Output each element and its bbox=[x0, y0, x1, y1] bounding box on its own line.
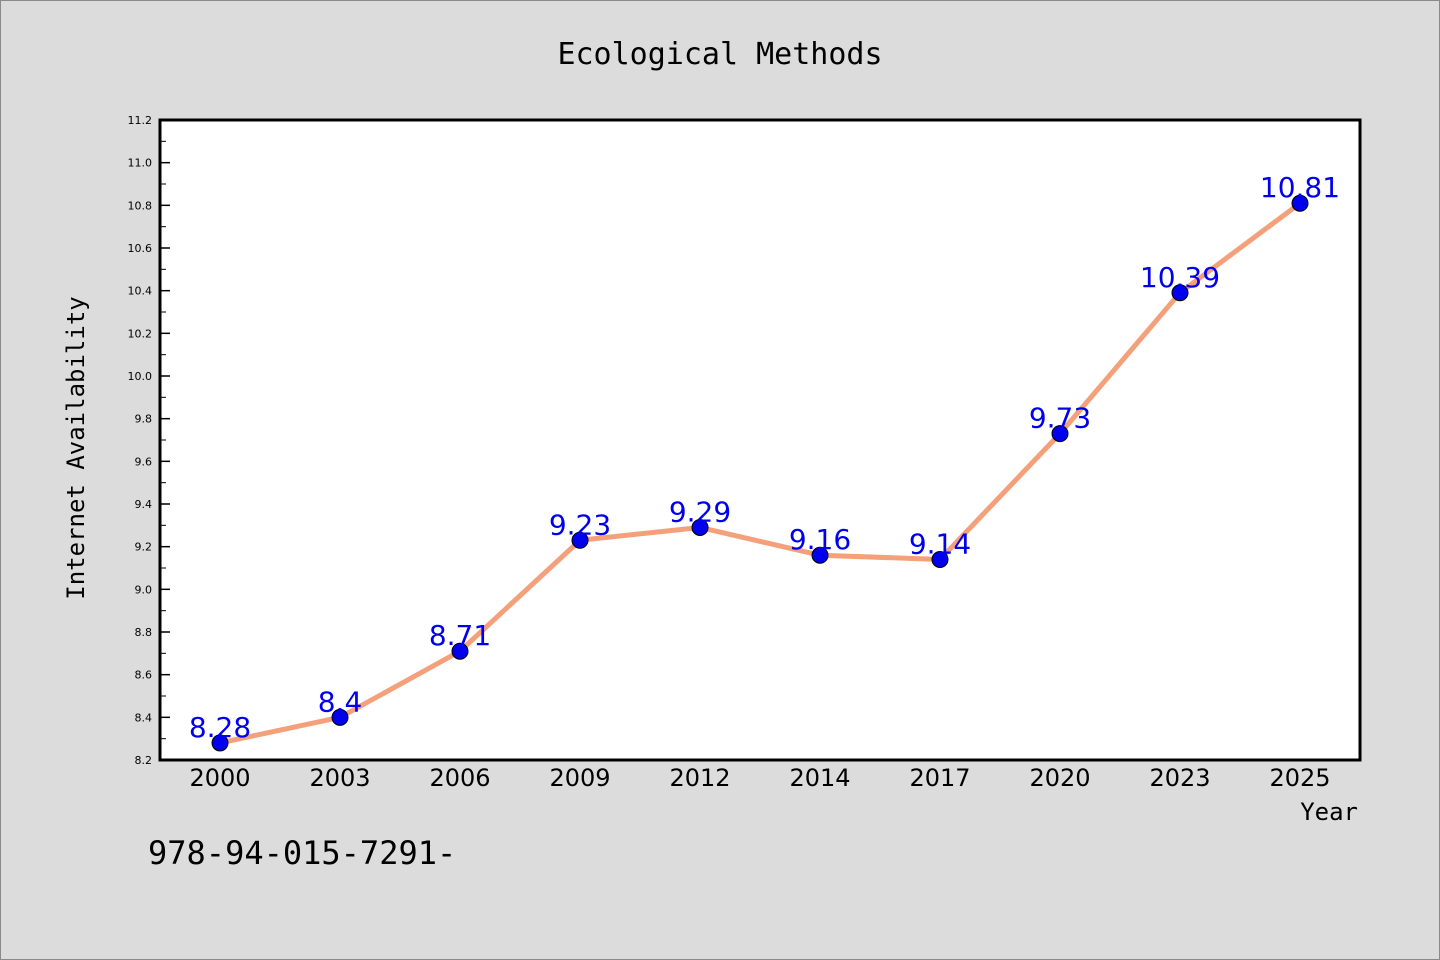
x-tick-label: 2012 bbox=[669, 764, 730, 792]
data-point bbox=[1291, 194, 1309, 212]
data-label: 9.16 bbox=[789, 523, 851, 556]
y-axis: 8.2 8.4 8.6 8.8 9.0 9.2 9.4 9.6 9.8 10.0 10.2 10.4 1… bbox=[128, 114, 170, 767]
data-label: 8.28 bbox=[189, 711, 251, 744]
y-tick-label: 10.2 bbox=[128, 327, 153, 340]
data-point bbox=[1171, 284, 1189, 302]
data-point bbox=[211, 734, 229, 752]
y-tick-label: 9.0 bbox=[135, 583, 153, 596]
data-point bbox=[811, 546, 829, 564]
y-tick-label: 11.2 bbox=[128, 114, 153, 127]
data-point bbox=[1051, 425, 1069, 443]
data-point bbox=[931, 550, 949, 568]
x-tick-label: 2003 bbox=[309, 764, 370, 792]
data-label: 9.73 bbox=[1029, 402, 1091, 435]
y-tick-label: 8.6 bbox=[135, 669, 153, 682]
y-tick-label: 8.8 bbox=[135, 626, 153, 639]
x-tick-label: 2014 bbox=[789, 764, 850, 792]
data-label: 10.81 bbox=[1260, 171, 1340, 204]
x-axis: 2000 2003 2006 2009 2012 2014 2017 2020 2023 2025 bbox=[189, 764, 1330, 792]
data-label: 9.14 bbox=[909, 527, 971, 560]
y-tick-label: 11.0 bbox=[128, 157, 153, 170]
y-tick-label: 9.4 bbox=[135, 498, 153, 511]
plot-area bbox=[158, 118, 1362, 762]
chart-title: Ecological Methods bbox=[557, 37, 882, 72]
y-tick-label: 9.6 bbox=[135, 455, 153, 468]
x-tick-label: 2017 bbox=[909, 764, 970, 792]
x-tick-label: 2006 bbox=[429, 764, 490, 792]
y-tick-label: 8.2 bbox=[135, 754, 153, 767]
data-point bbox=[331, 708, 349, 726]
data-label: 10.39 bbox=[1140, 261, 1220, 294]
x-tick-label: 2009 bbox=[549, 764, 610, 792]
series-line bbox=[219, 201, 1302, 746]
y-tick-label: 9.2 bbox=[135, 541, 153, 554]
x-tick-label: 2000 bbox=[189, 764, 250, 792]
y-axis-label: Internet Availability bbox=[62, 296, 90, 599]
x-tick-label: 2023 bbox=[1149, 764, 1210, 792]
y-tick-label: 8.4 bbox=[135, 711, 153, 724]
data-point bbox=[451, 642, 469, 660]
y-tick-label: 10.6 bbox=[128, 242, 153, 255]
data-label: 8.71 bbox=[429, 619, 491, 652]
series-line-group: 8.28 8.4 8.71 9.23 9.29 9.16 9.14 9.73 10.39 10.8… bbox=[189, 171, 1340, 752]
data-point bbox=[691, 518, 709, 536]
data-label: 8.4 bbox=[318, 685, 363, 718]
y-tick-label: 10.4 bbox=[128, 285, 153, 298]
footer-id-text: 978-94-015-7291- bbox=[148, 834, 456, 872]
data-point bbox=[571, 531, 589, 549]
y-tick-label: 10.0 bbox=[128, 370, 153, 383]
data-label: 9.29 bbox=[669, 495, 731, 528]
x-axis-label: Year bbox=[1300, 798, 1358, 826]
x-tick-label: 2025 bbox=[1269, 764, 1330, 792]
y-tick-label: 10.8 bbox=[128, 199, 153, 212]
x-tick-label: 2020 bbox=[1029, 764, 1090, 792]
y-tick-label: 9.8 bbox=[135, 413, 153, 426]
data-label: 9.23 bbox=[549, 508, 611, 541]
